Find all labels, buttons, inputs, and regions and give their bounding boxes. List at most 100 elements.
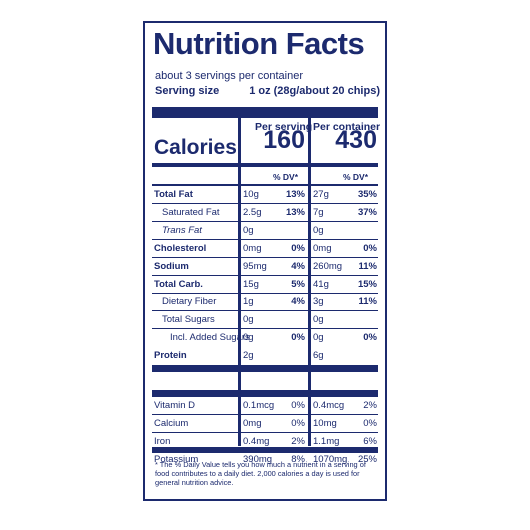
serving-amount: 15g bbox=[243, 278, 259, 290]
serving-amount: 0g bbox=[243, 332, 254, 344]
serving-dv: 4% bbox=[291, 260, 305, 272]
serving-amount: 95mg bbox=[243, 260, 267, 272]
container-amount: 6g bbox=[313, 350, 324, 362]
container-dv: 11% bbox=[358, 260, 378, 272]
nutrient-name: Incl. Added Sugars bbox=[170, 332, 250, 344]
container-amount: 1.1mg bbox=[313, 435, 340, 447]
serving-amount: 0mg bbox=[243, 242, 262, 254]
serving-dv: 13% bbox=[285, 206, 305, 218]
calories-divider bbox=[152, 163, 378, 167]
nutrient-name: Cholesterol bbox=[154, 242, 207, 254]
serving-amount: 0mg bbox=[243, 417, 262, 429]
container-dv: 25% bbox=[357, 453, 377, 465]
container-dv: 0% bbox=[363, 242, 377, 254]
nutrient-row: Calcium 0mg 0% 10mg 0% bbox=[145, 415, 385, 431]
container-dv: 2% bbox=[363, 400, 377, 411]
row-divider bbox=[152, 203, 378, 204]
container-amount: 3g bbox=[313, 296, 324, 308]
column-divider-left bbox=[238, 118, 241, 390]
nutrient-row: Total Sugars 0g 0g bbox=[145, 311, 385, 327]
serving-size-row: Serving size 1 oz (28g/about 20 chips) bbox=[155, 85, 380, 97]
container-amount: 0g bbox=[313, 224, 324, 236]
nutrient-name: Iron bbox=[154, 435, 171, 447]
nutrient-name: Potassium bbox=[154, 453, 199, 465]
serving-dv: 0% bbox=[291, 400, 305, 411]
container-dv: 0% bbox=[363, 417, 377, 429]
nutrient-name: Total Fat bbox=[154, 189, 193, 200]
row-divider bbox=[152, 292, 378, 294]
serving-dv: 0% bbox=[291, 417, 305, 429]
serving-amount: 0g bbox=[243, 314, 254, 326]
row-divider bbox=[152, 414, 378, 415]
label-title: Nutrition Facts bbox=[153, 26, 365, 61]
nutrient-name: Total Sugars bbox=[162, 314, 215, 326]
container-dv: 0% bbox=[363, 332, 377, 344]
serving-dv: 2% bbox=[291, 435, 305, 447]
container-amount: 0.4mcg bbox=[313, 400, 345, 411]
nutrient-row: Total Fat 10g 13% 27g 35% bbox=[145, 186, 385, 202]
calories-per-container: 430 bbox=[335, 126, 377, 154]
thick-divider-footnote bbox=[152, 447, 378, 453]
container-amount: 41g bbox=[313, 278, 329, 290]
serving-size-value: 1 oz (28g/about 20 chips) bbox=[249, 85, 380, 97]
row-divider bbox=[152, 274, 378, 276]
nutrition-facts-label: Nutrition Facts about 3 servings per con… bbox=[143, 21, 387, 501]
nutrient-name: Calcium bbox=[154, 417, 189, 429]
container-amount: 0g bbox=[313, 332, 324, 344]
nutrient-name: Vitamin D bbox=[154, 400, 196, 411]
serving-amount: 1g bbox=[243, 296, 254, 308]
serving-size-label: Serving size bbox=[155, 85, 220, 97]
nutrient-name: Total Carb. bbox=[154, 278, 203, 290]
container-dv: 11% bbox=[358, 296, 378, 308]
serving-amount: 2.5g bbox=[243, 206, 262, 218]
nutrient-row: Cholesterol 0mg 0% 0mg 0% bbox=[145, 240, 385, 256]
nutrient-row: Protein 2g 6g bbox=[145, 347, 385, 363]
dv-divider bbox=[152, 184, 378, 186]
container-amount: 260mg bbox=[313, 260, 343, 272]
per-serving-header: Per serving bbox=[255, 121, 313, 133]
serving-dv: 8% bbox=[291, 453, 305, 465]
container-amount: 27g bbox=[313, 189, 329, 200]
container-amount: 7g bbox=[313, 206, 324, 218]
vitamin-divider-left bbox=[238, 397, 241, 446]
calories-label: Calories bbox=[154, 136, 237, 159]
container-amount: 0mg bbox=[313, 242, 332, 254]
container-dv: 15% bbox=[357, 278, 377, 290]
row-divider bbox=[152, 310, 378, 312]
nutrient-row: Iron 0.4mg 2% 1.1mg 6% bbox=[145, 433, 385, 449]
thick-divider-top bbox=[152, 107, 378, 118]
container-amount: 10mg bbox=[313, 417, 337, 429]
thick-divider-protein bbox=[152, 365, 378, 372]
container-dv: 6% bbox=[363, 435, 377, 447]
nutrient-name: Saturated Fat bbox=[162, 206, 220, 218]
row-divider bbox=[152, 431, 378, 433]
nutrient-row: Dietary Fiber 1g 4% 3g 11% bbox=[145, 293, 385, 309]
nutrient-row: Potassium 390mg 8% 1070mg 25% bbox=[145, 451, 385, 467]
container-dv: 35% bbox=[357, 189, 377, 200]
dv-header-container: % DV* bbox=[343, 172, 369, 182]
row-divider bbox=[152, 256, 378, 258]
dv-header-serving: % DV* bbox=[273, 172, 299, 182]
nutrient-row: Saturated Fat 2.5g 13% 7g 37% bbox=[145, 204, 385, 220]
per-container-header: Per container bbox=[313, 121, 381, 133]
serving-amount: 390mg bbox=[243, 453, 273, 465]
row-divider bbox=[152, 220, 378, 222]
serving-dv: 0% bbox=[291, 332, 305, 344]
nutrient-name: Dietary Fiber bbox=[162, 296, 217, 308]
calories-per-serving: 160 bbox=[263, 126, 305, 154]
nutrient-name: Trans Fat bbox=[162, 224, 202, 236]
serving-amount: 0.4mg bbox=[243, 435, 270, 447]
container-amount: 0g bbox=[313, 314, 324, 326]
nutrient-row: Sodium 95mg 4% 260mg 11% bbox=[145, 258, 385, 274]
serving-dv: 5% bbox=[291, 278, 305, 290]
serving-dv: 4% bbox=[291, 296, 305, 308]
container-dv: 37% bbox=[357, 206, 377, 218]
serving-amount: 0g bbox=[243, 224, 254, 236]
thick-divider-vitamins bbox=[152, 390, 378, 397]
serving-amount: 10g bbox=[243, 189, 259, 200]
serving-amount: 2g bbox=[243, 350, 254, 362]
footnote: * The % Daily Value tells you how much a… bbox=[155, 460, 366, 487]
serving-dv: 0% bbox=[291, 242, 305, 254]
container-amount: 1070mg bbox=[313, 453, 348, 465]
vitamin-divider-right bbox=[308, 397, 311, 446]
